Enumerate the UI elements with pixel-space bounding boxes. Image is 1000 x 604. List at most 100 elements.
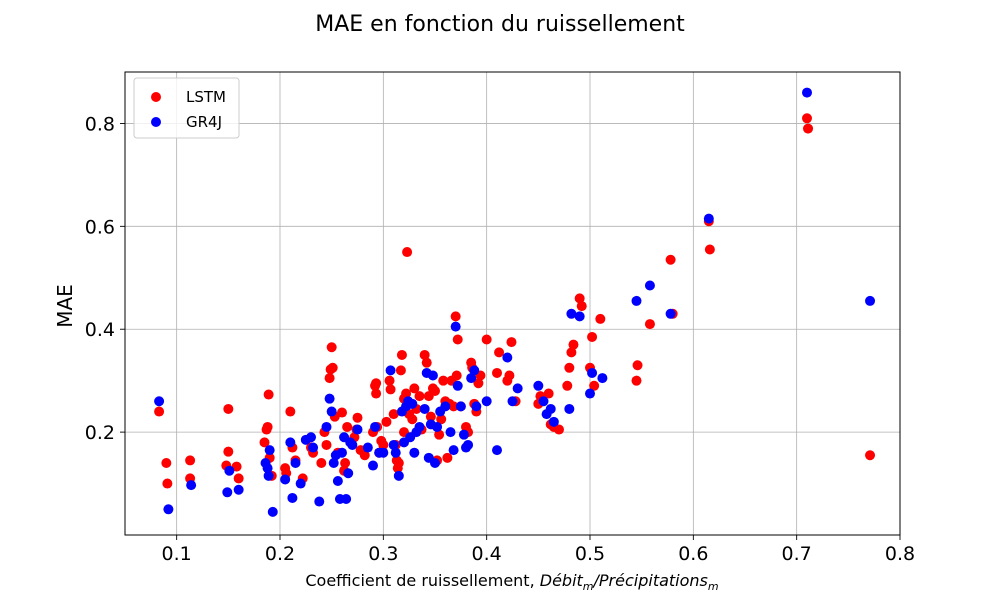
point-lstm (285, 406, 296, 417)
point-lstm (337, 407, 347, 418)
point-lstm (371, 388, 382, 399)
point-gr4j (308, 442, 319, 453)
x-tick-label: 0.1 (162, 543, 192, 565)
point-gr4j (548, 416, 559, 427)
point-lstm (576, 301, 587, 312)
point-lstm (324, 373, 335, 384)
point-gr4j (362, 442, 373, 453)
point-lstm (414, 391, 425, 402)
data-points (154, 87, 876, 517)
point-lstm (450, 311, 461, 322)
point-lstm (504, 370, 515, 381)
point-lstm (396, 349, 407, 360)
point-gr4j (533, 380, 544, 391)
point-lstm (223, 403, 234, 414)
point-gr4j (290, 457, 301, 468)
point-gr4j (414, 421, 425, 432)
x-axis-label-sep: / (592, 571, 601, 590)
point-gr4j (343, 468, 354, 479)
point-gr4j (703, 213, 714, 224)
point-lstm (316, 457, 327, 468)
point-lstm (395, 365, 406, 376)
y-tick-label: 0.4 (85, 319, 115, 341)
point-gr4j (466, 373, 477, 384)
point-gr4j (306, 432, 316, 443)
point-gr4j (264, 445, 275, 456)
point-lstm (262, 421, 273, 432)
point-gr4j (665, 308, 676, 319)
point-lstm (631, 375, 642, 386)
point-lstm (425, 411, 436, 422)
point-lstm (644, 319, 655, 330)
x-tick-label: 0.7 (782, 543, 812, 565)
point-lstm (409, 383, 420, 394)
x-tick-label: 0.5 (575, 543, 605, 565)
point-lstm (385, 384, 396, 395)
point-gr4j (644, 280, 655, 291)
point-gr4j (186, 480, 197, 491)
point-gr4j (865, 295, 876, 306)
point-gr4j (233, 484, 244, 495)
point-lstm (359, 450, 370, 461)
point-lstm (438, 375, 449, 386)
point-gr4j (430, 457, 440, 468)
point-lstm (342, 421, 353, 432)
point-lstm (442, 452, 453, 463)
x-tick-label: 0.8 (885, 543, 915, 565)
y-tick-label: 0.2 (85, 422, 115, 444)
x-tick-label: 0.4 (472, 543, 502, 565)
point-gr4j (463, 439, 474, 450)
legend-label-lstm: LSTM (186, 88, 226, 106)
point-gr4j (337, 447, 347, 458)
x-tick-label: 0.3 (368, 543, 398, 565)
point-lstm (434, 429, 445, 440)
point-lstm (632, 360, 643, 371)
point-gr4j (352, 424, 363, 435)
point-lstm (564, 362, 575, 373)
point-gr4j (481, 396, 492, 407)
point-gr4j (507, 396, 518, 407)
point-lstm (803, 123, 814, 134)
legend-marker-gr4j (151, 117, 161, 127)
point-lstm (233, 473, 244, 484)
point-gr4j (287, 492, 298, 503)
point-gr4j (445, 427, 456, 438)
x-axis-label-term1: Débit (540, 571, 584, 590)
point-gr4j (314, 496, 325, 507)
point-gr4j (440, 401, 451, 412)
point-lstm (562, 380, 573, 391)
legend: LSTM GR4J (133, 77, 240, 139)
point-lstm (327, 362, 338, 373)
point-lstm (185, 455, 196, 466)
point-gr4j (267, 506, 278, 517)
point-gr4j (471, 401, 482, 412)
axes (120, 71, 901, 540)
point-lstm (481, 334, 492, 345)
point-lstm (231, 461, 242, 472)
point-gr4j (280, 474, 291, 485)
point-lstm (378, 439, 389, 450)
point-lstm (704, 244, 715, 255)
point-gr4j (432, 421, 443, 432)
point-gr4j (393, 470, 404, 481)
point-lstm (492, 367, 502, 378)
point-gr4j (368, 460, 378, 471)
point-lstm (665, 254, 676, 265)
point-gr4j (492, 445, 502, 456)
x-axis-label-prefix: Coefficient de ruissellement, (305, 571, 539, 590)
tick-labels: 0.1 0.2 0.3 0.4 0.5 0.6 0.7 0.8 0.2 0.4 0.6 0.8 (85, 113, 915, 565)
point-lstm (154, 406, 165, 417)
point-gr4j (458, 429, 469, 440)
point-lstm (381, 416, 392, 427)
point-gr4j (324, 393, 335, 404)
y-axis-label: MAE (53, 284, 77, 328)
point-lstm (223, 446, 234, 457)
x-axis-label-sub1: m (583, 580, 594, 593)
point-gr4j (222, 487, 233, 498)
x-axis-label-sub2: m (708, 580, 719, 593)
point-gr4j (163, 504, 174, 515)
point-gr4j (285, 437, 296, 448)
point-lstm (161, 457, 172, 468)
point-gr4j (341, 493, 352, 504)
